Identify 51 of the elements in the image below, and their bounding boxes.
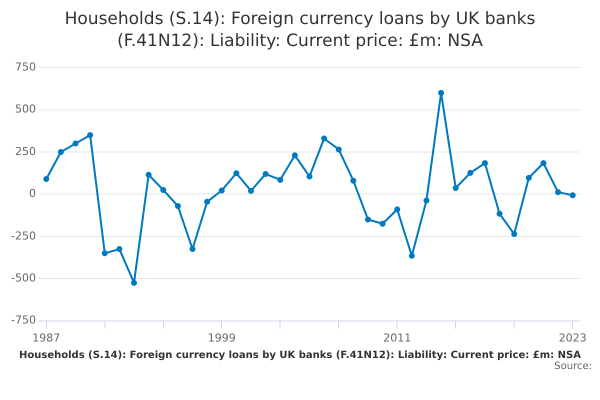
point [131, 280, 138, 286]
point [204, 198, 210, 205]
point [438, 90, 444, 96]
point [555, 189, 562, 196]
point [292, 152, 298, 158]
point [174, 203, 181, 210]
y-tick-label: -500 [10, 271, 36, 284]
point [423, 197, 430, 204]
point [380, 220, 386, 227]
point [248, 188, 254, 194]
point [540, 160, 546, 166]
chart-title: Households (S.14): Foreign currency loans by UK banks (F.41N12): Liability: Current price: £m: NSA [64, 8, 536, 52]
point [467, 170, 474, 176]
x-tick-label: 2023 [558, 331, 587, 344]
y-tick-label: 0 [28, 187, 36, 200]
point [321, 135, 328, 142]
source-note: Source: [553, 361, 592, 372]
point [58, 149, 64, 155]
point [190, 246, 196, 252]
point [408, 252, 415, 259]
point [350, 178, 356, 184]
point [43, 176, 50, 182]
point [306, 173, 312, 180]
point [233, 170, 240, 176]
point [364, 216, 371, 223]
text: Households (S.14): Foreign currency loans by UK banks (F.41N12): Liability: Current price: £m: NSA [18, 350, 582, 361]
y-tick-label: -250 [10, 229, 36, 242]
point [336, 146, 342, 152]
point [102, 250, 108, 256]
point [72, 140, 79, 147]
x-tick-label: 1987 [32, 331, 60, 344]
point [262, 170, 269, 177]
y-tick-label: 500 [14, 102, 36, 116]
point [146, 172, 152, 178]
point [160, 186, 166, 193]
y-tick-label: -750 [10, 314, 36, 327]
point [570, 192, 576, 198]
point [482, 160, 488, 166]
point [87, 132, 94, 138]
y-tick-label: 250 [14, 144, 36, 158]
x-tick-label: 2011 [383, 331, 412, 344]
point [511, 231, 518, 238]
y-tick-label: 750 [14, 60, 36, 74]
point [452, 184, 459, 191]
point [496, 210, 503, 217]
point [277, 176, 284, 183]
point [116, 246, 122, 252]
x-tick-label: 1999 [208, 331, 236, 344]
point [526, 174, 532, 181]
point [394, 206, 400, 212]
point [218, 187, 225, 194]
